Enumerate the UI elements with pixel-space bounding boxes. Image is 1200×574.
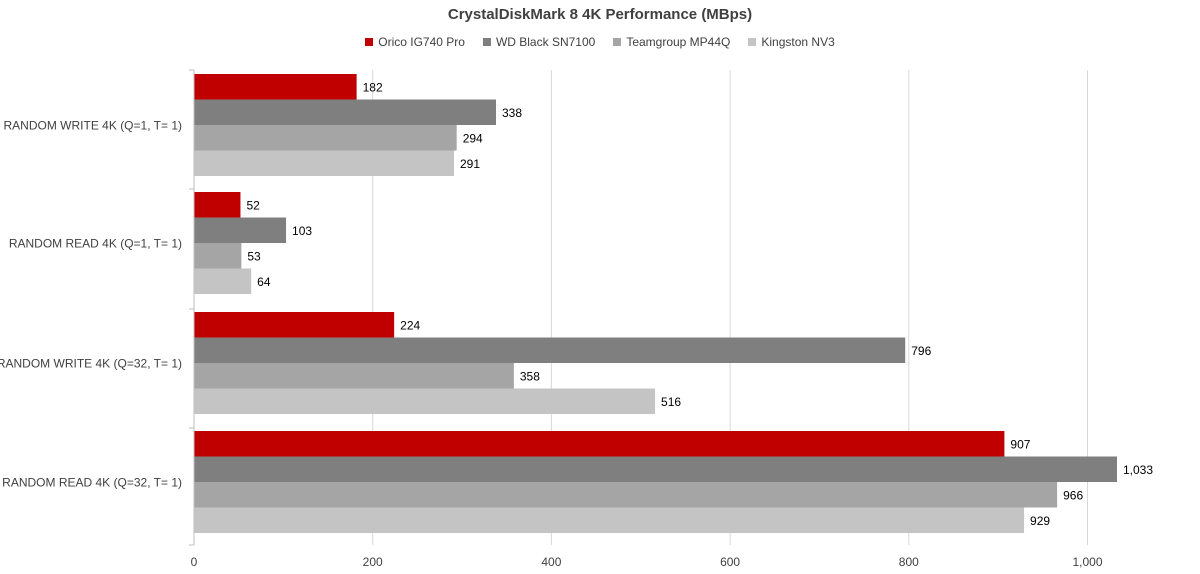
data-label-wd-black-sn7100-4: 1,033 xyxy=(1123,463,1153,477)
legend-swatch-kingston xyxy=(748,38,757,46)
bar-teamgroup-mp44q-4 xyxy=(194,482,1058,508)
category-label-3: RANDOM WRITE 4K (Q=32, T= 1) xyxy=(0,357,182,371)
legend-label-teamgroup: Teamgroup MP44Q xyxy=(626,35,731,49)
legend-label-orico: Orico IG740 Pro xyxy=(378,35,465,49)
data-label-teamgroup-mp44q-4: 966 xyxy=(1063,488,1083,502)
bar-wd-black-sn7100-3 xyxy=(194,337,906,363)
legend-item-orico: Orico IG740 Pro xyxy=(365,35,465,49)
data-label-wd-black-sn7100-3: 796 xyxy=(911,344,931,358)
x-tick-label-1000: 1,000 xyxy=(1072,555,1102,569)
legend-swatch-orico xyxy=(365,38,374,46)
bar-wd-black-sn7100-2 xyxy=(194,217,287,243)
data-label-kingston-nv3-1: 291 xyxy=(460,157,480,171)
data-label-orico-ig740-pro-3: 224 xyxy=(400,318,420,332)
bar-orico-ig740-pro-1 xyxy=(194,74,357,100)
bar-kingston-nv3-1 xyxy=(194,150,455,176)
x-tick-label-600: 600 xyxy=(720,555,740,569)
chart-title: CrystalDiskMark 8 4K Performance (MBps) xyxy=(447,6,753,23)
legend-label-kingston: Kingston NV3 xyxy=(761,35,835,49)
bar-orico-ig740-pro-3 xyxy=(194,312,395,338)
bar-orico-ig740-pro-4 xyxy=(194,431,1005,457)
x-tick-label-400: 400 xyxy=(541,555,561,569)
data-label-teamgroup-mp44q-2: 53 xyxy=(247,249,261,263)
category-label-2: RANDOM READ 4K (Q=1, T= 1) xyxy=(9,237,182,251)
legend-swatch-teamgroup xyxy=(613,38,622,46)
bar-teamgroup-mp44q-2 xyxy=(194,243,242,269)
data-label-wd-black-sn7100-1: 338 xyxy=(502,106,522,120)
data-label-orico-ig740-pro-1: 182 xyxy=(363,80,383,94)
x-tick-label-800: 800 xyxy=(899,555,919,569)
x-tick-label-0: 0 xyxy=(191,555,198,569)
bar-teamgroup-mp44q-1 xyxy=(194,125,457,151)
bar-teamgroup-mp44q-3 xyxy=(194,363,514,389)
legend-item-teamgroup: Teamgroup MP44Q xyxy=(613,35,730,49)
legend-item-kingston: Kingston NV3 xyxy=(748,35,835,49)
bar-kingston-nv3-4 xyxy=(194,507,1025,533)
data-label-kingston-nv3-4: 929 xyxy=(1030,514,1050,528)
data-label-teamgroup-mp44q-1: 294 xyxy=(463,131,483,145)
category-label-4: RANDOM READ 4K (Q=32, T= 1) xyxy=(2,476,182,490)
legend: Orico IG740 Pro WD Black SN7100 Teamgrou… xyxy=(0,35,1200,49)
category-label-1: RANDOM WRITE 4K (Q=1, T= 1) xyxy=(4,119,182,133)
data-label-teamgroup-mp44q-3: 358 xyxy=(520,369,540,383)
bar-kingston-nv3-3 xyxy=(194,388,656,414)
legend-item-wd-black: WD Black SN7100 xyxy=(482,35,596,49)
data-label-orico-ig740-pro-2: 52 xyxy=(246,198,260,212)
x-tick-label-200: 200 xyxy=(363,555,383,569)
data-label-orico-ig740-pro-4: 907 xyxy=(1010,437,1030,451)
bar-wd-black-sn7100-1 xyxy=(194,99,497,125)
legend-swatch-wd-black xyxy=(482,38,491,46)
bar-wd-black-sn7100-4 xyxy=(194,456,1117,482)
bar-kingston-nv3-2 xyxy=(194,268,252,294)
data-label-kingston-nv3-3: 516 xyxy=(661,395,681,409)
legend-label-wd-black: WD Black SN7100 xyxy=(495,35,596,49)
data-label-wd-black-sn7100-2: 103 xyxy=(292,224,312,238)
bar-orico-ig740-pro-2 xyxy=(194,192,241,218)
data-label-kingston-nv3-2: 64 xyxy=(257,275,271,289)
